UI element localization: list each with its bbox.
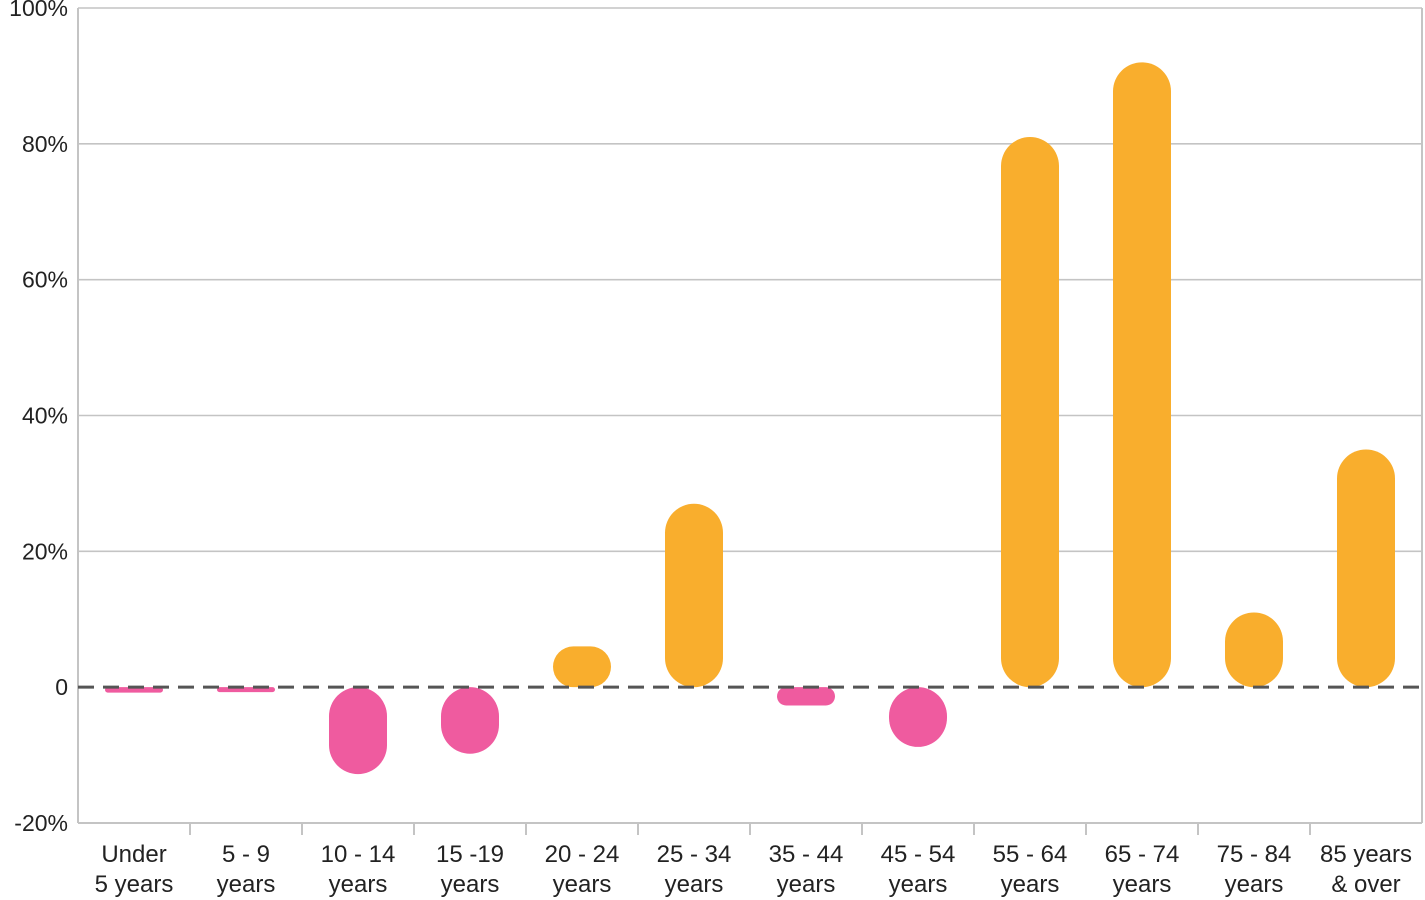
bar	[1001, 137, 1059, 688]
x-tick-label: 35 - 44 years	[769, 841, 844, 898]
bar	[777, 687, 835, 706]
x-tick-label: 45 - 54 years	[881, 841, 956, 898]
y-tick-label: 60%	[22, 267, 68, 293]
x-tick-label: 20 - 24 years	[545, 841, 620, 898]
x-tick-label: 55 - 64 years	[993, 841, 1068, 898]
y-axis-ticks: -20% 0 20% 40% 60% 80% 100%	[9, 0, 68, 836]
y-tick-label: 20%	[22, 538, 68, 564]
bar	[105, 687, 163, 693]
x-tick-label: 10 - 14 years	[321, 841, 396, 898]
y-tick-label: 100%	[9, 0, 68, 21]
bar	[665, 503, 723, 688]
x-tick-label: Under 5 years	[95, 841, 174, 898]
x-tick-label: 25 - 34 years	[657, 841, 732, 898]
x-tick-label: 75 - 84 years	[1217, 841, 1292, 898]
x-tick-label: 5 - 9 years	[217, 841, 276, 898]
x-tick-label: 65 - 74 years	[1105, 841, 1180, 898]
x-axis: Under 5 years 5 - 9 years 10 - 14 years 15 -19…	[78, 822, 1422, 898]
bar	[553, 646, 611, 688]
bar	[889, 687, 947, 747]
bar	[1337, 449, 1395, 688]
y-tick-label: 0	[55, 674, 68, 700]
y-tick-label: 80%	[22, 131, 68, 157]
bar	[1225, 612, 1283, 688]
bar	[329, 687, 387, 775]
bars	[105, 62, 1395, 775]
bar	[1113, 62, 1171, 688]
x-tick-label: 15 -19 years	[436, 841, 504, 898]
bar	[441, 687, 499, 754]
y-tick-label: -20%	[14, 810, 68, 836]
x-tick-label: 85 years & over	[1320, 841, 1412, 898]
grid-lines	[77, 7, 1423, 824]
y-tick-label: 40%	[22, 403, 68, 429]
